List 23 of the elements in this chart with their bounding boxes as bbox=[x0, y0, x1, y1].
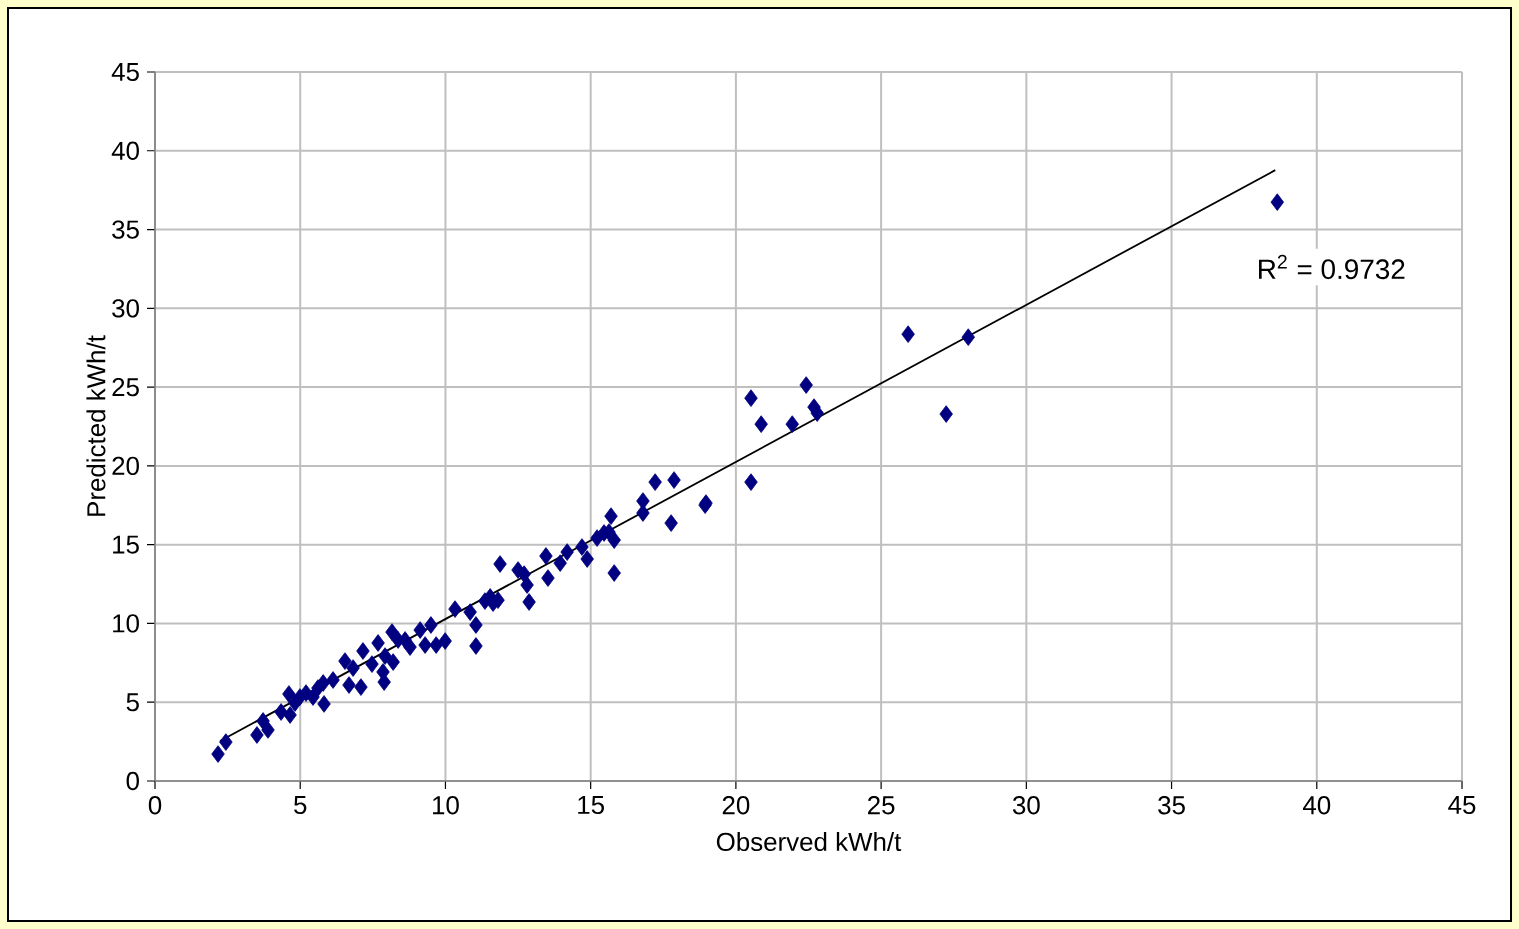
x-axis-title: Observed kWh/t bbox=[716, 832, 902, 852]
y-tick-label: 25 bbox=[112, 377, 139, 397]
y-tick-label: 30 bbox=[112, 299, 139, 318]
y-tick-label: 35 bbox=[112, 220, 139, 239]
x-tick-label: 5 bbox=[294, 796, 307, 815]
x-tick-label: 40 bbox=[1302, 796, 1331, 815]
x-tick-label: 15 bbox=[578, 796, 604, 815]
y-axis-title: Predicted kWh/t bbox=[86, 335, 106, 516]
y-tick-label: 5 bbox=[126, 693, 139, 712]
x-tick-label: 20 bbox=[722, 796, 750, 815]
x-tick-label: 10 bbox=[433, 796, 459, 815]
y-tick-label: 15 bbox=[113, 535, 139, 554]
y-tick-label: 0 bbox=[126, 771, 139, 791]
annotation: R$^{2}$ = 0.9732 bbox=[1259, 254, 1405, 280]
y-tick-label: 40 bbox=[111, 141, 139, 160]
y-tick-label: 20 bbox=[112, 456, 139, 476]
y-tick-label: 10 bbox=[113, 614, 139, 633]
y-tick-label: 45 bbox=[111, 62, 139, 82]
x-tick-label: 0 bbox=[148, 796, 162, 815]
x-tick-label: 25 bbox=[868, 796, 895, 815]
x-tick-label: 35 bbox=[1158, 796, 1185, 815]
x-tick-label: 45 bbox=[1448, 796, 1476, 815]
x-tick-label: 30 bbox=[1012, 796, 1040, 815]
